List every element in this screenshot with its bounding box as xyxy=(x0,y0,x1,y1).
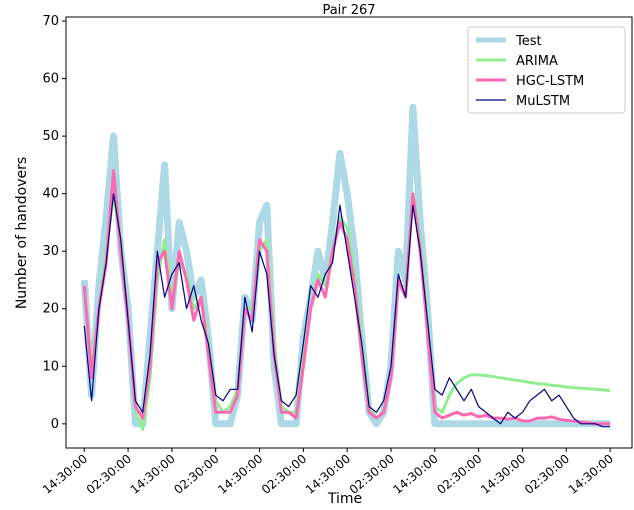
legend-label: HGC-LSTM xyxy=(516,74,584,89)
x-tick-label: 02:30:00 xyxy=(522,452,572,497)
series-line xyxy=(83,193,611,428)
plot-frame xyxy=(65,16,633,449)
x-tick-label: 14:30:00 xyxy=(478,452,528,497)
x-tick-label: 14:30:00 xyxy=(566,452,616,497)
y-tick-label: 70 xyxy=(42,14,59,29)
x-tick-label: 02:30:00 xyxy=(171,452,221,497)
legend: Test ARIMA HGC-LSTM MuLSTM xyxy=(467,26,626,114)
legend-label: MuLSTM xyxy=(516,94,570,109)
y-tick-label: 30 xyxy=(42,244,59,259)
y-tick-label: 40 xyxy=(42,187,59,202)
x-tick-label: 14:30:00 xyxy=(40,452,90,497)
legend-label: ARIMA xyxy=(516,54,558,69)
y-tick-label: 10 xyxy=(42,359,59,374)
x-axis-label: Time xyxy=(327,491,362,507)
series-line xyxy=(82,169,611,426)
x-tick-label: 14:30:00 xyxy=(215,452,265,497)
y-tick-label: 20 xyxy=(42,302,59,317)
y-axis-label: Number of handovers xyxy=(14,157,30,309)
y-tick-label: 50 xyxy=(42,129,59,144)
series-line xyxy=(82,192,611,432)
y-tick-label: 0 xyxy=(51,417,59,432)
x-tick-label: 14:30:00 xyxy=(390,452,440,497)
x-tick-label: 02:30:00 xyxy=(434,452,484,497)
y-tick-label: 60 xyxy=(42,72,59,87)
x-tick-label: 02:30:00 xyxy=(84,452,134,497)
chart-title: Pair 267 xyxy=(322,3,375,18)
x-tick-label: 14:30:00 xyxy=(128,452,178,497)
series-line xyxy=(80,103,611,428)
x-tick-label: 02:30:00 xyxy=(347,452,397,497)
legend-box xyxy=(467,26,626,114)
legend-label: Test xyxy=(515,34,542,49)
x-tick-label: 02:30:00 xyxy=(259,452,309,497)
